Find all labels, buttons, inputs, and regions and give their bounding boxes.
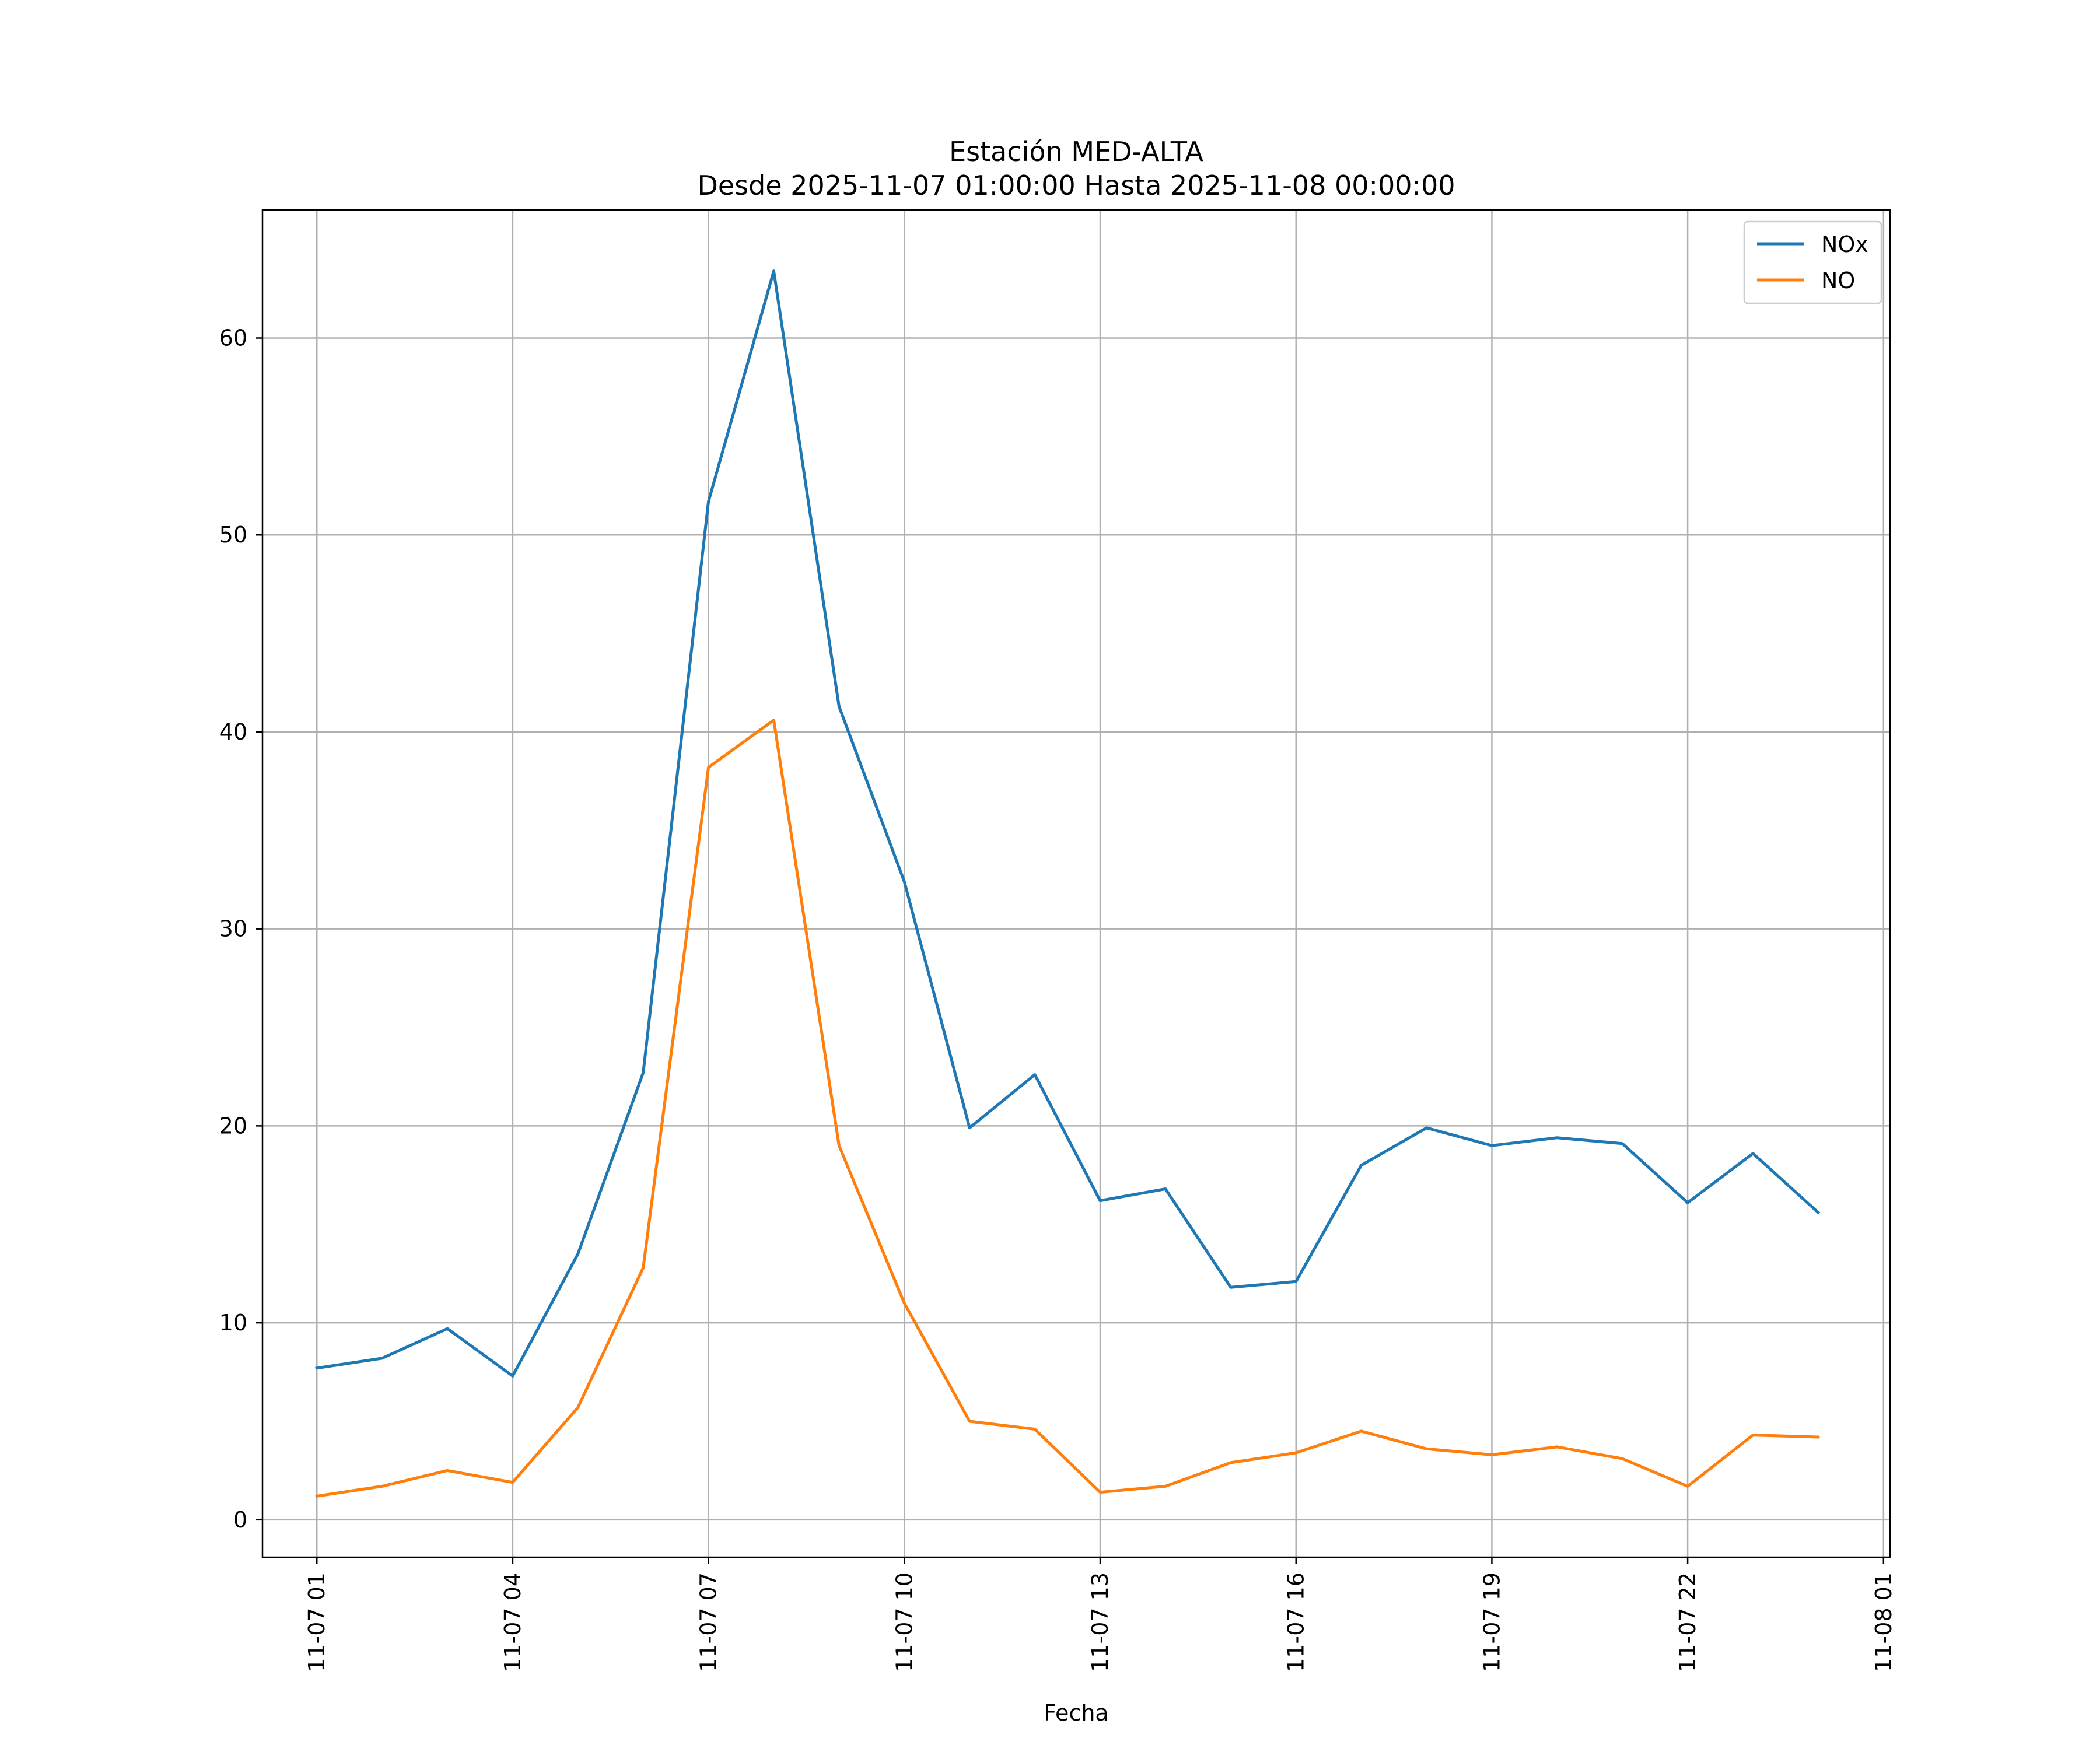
legend: NOx NO xyxy=(1743,220,1882,304)
x-tick-label: 11-07 22 xyxy=(1675,1572,1700,1672)
x-axis-label: Fecha xyxy=(1044,1700,1108,1726)
chart-title: Estación MED-ALTA xyxy=(949,136,1203,167)
legend-box xyxy=(1743,220,1882,304)
chart-subtitle: Desde 2025-11-07 01:00:00 Hasta 2025-11-… xyxy=(697,170,1455,201)
x-tick-label: 11-07 19 xyxy=(1479,1572,1504,1672)
x-tick-label: 11-07 04 xyxy=(500,1572,526,1672)
x-tick-label: 11-07 13 xyxy=(1087,1572,1113,1672)
series-lines xyxy=(315,269,1821,1498)
x-tick-label: 11-07 16 xyxy=(1283,1572,1309,1672)
x-tick-label: 11-07 10 xyxy=(891,1572,917,1672)
y-tick-label: 50 xyxy=(219,522,247,548)
y-tick-label: 0 xyxy=(233,1507,247,1533)
y-tick-label: 30 xyxy=(219,916,247,942)
y-tick-label: 40 xyxy=(219,719,247,745)
y-tick-label: 20 xyxy=(219,1113,247,1138)
x-tick-label: 11-08 01 xyxy=(1871,1572,1896,1672)
x-tick-label: 11-07 01 xyxy=(304,1572,330,1672)
x-tick-label: 11-07 07 xyxy=(696,1572,722,1672)
y-axis-ticks: 0 10 20 30 40 50 60 xyxy=(219,325,262,1533)
series-line-nox xyxy=(315,269,1821,1378)
legend-label-nox: NOx xyxy=(1821,232,1868,257)
x-axis-ticks: 11-07 01 11-07 04 11-07 07 11-07 10 11-07 13… xyxy=(304,1557,1896,1672)
y-tick-label: 60 xyxy=(219,325,247,351)
plot-frame xyxy=(261,209,1891,1558)
grid xyxy=(262,210,1890,1557)
legend-label-no: NO xyxy=(1821,268,1855,293)
y-tick-label: 10 xyxy=(219,1310,247,1336)
series-line-no xyxy=(315,719,1820,1498)
